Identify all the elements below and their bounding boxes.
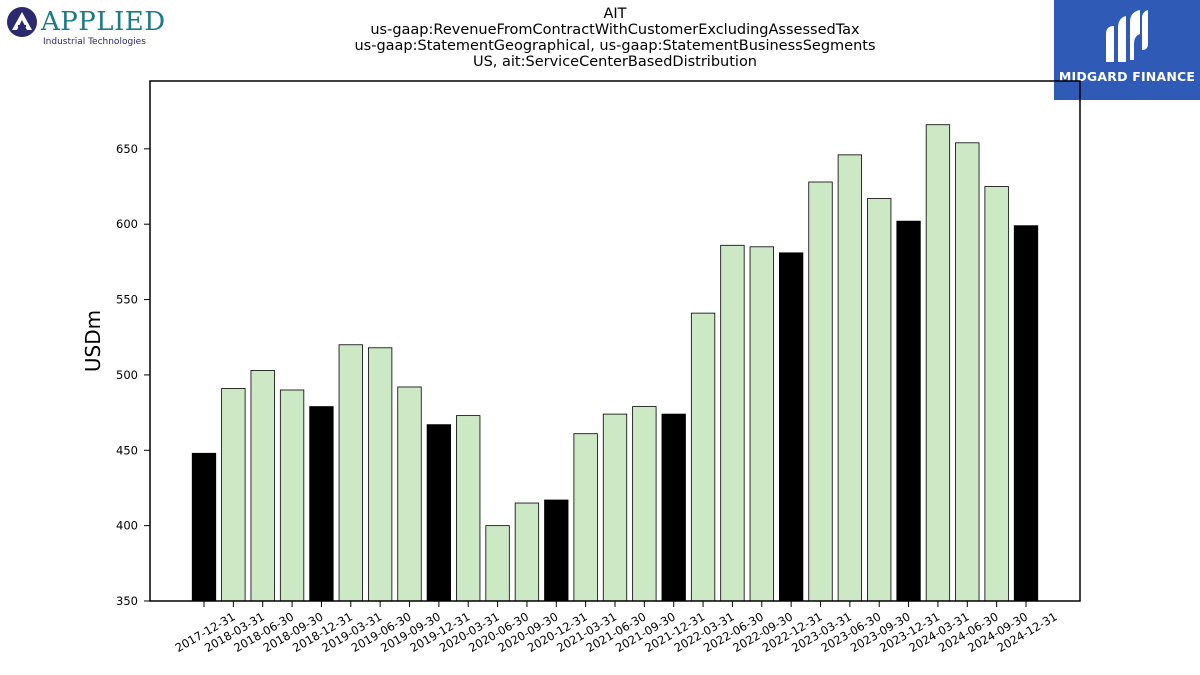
chart-title: AIT us-gaap:RevenueFromContractWithCusto… (265, 6, 965, 70)
chart-title-line: US, ait:ServiceCenterBasedDistribution (472, 54, 758, 70)
applied-logo-icon (7, 7, 37, 37)
y-axis: 350 400 450 500 550 600 650 (116, 142, 150, 608)
y-tick-label: 550 (116, 293, 138, 307)
bar (690, 312, 716, 602)
bar (309, 406, 334, 602)
bar (485, 525, 510, 602)
y-tick-label: 350 (116, 594, 138, 608)
bar (955, 142, 980, 602)
bar (632, 406, 657, 602)
bar (221, 388, 246, 602)
bar (749, 246, 774, 602)
bar (367, 347, 393, 602)
y-tick-label: 650 (116, 142, 138, 156)
bar (279, 389, 305, 602)
bar (925, 124, 951, 602)
bar (720, 244, 745, 602)
bar (602, 413, 628, 602)
chart-title-line: AIT (603, 6, 627, 22)
bar (837, 154, 863, 602)
bar (778, 252, 804, 602)
bar (544, 499, 569, 602)
bar (896, 220, 921, 602)
applied-industrial-logo: APPLIED Industrial Technologies (6, 6, 166, 50)
bar (984, 186, 1009, 602)
y-tick-label: 500 (116, 368, 138, 382)
midgard-finance-logo: MIDGARD FINANCE (1054, 0, 1200, 100)
bar (456, 415, 481, 602)
bar (867, 198, 892, 602)
applied-logo-name: APPLIED (41, 7, 166, 37)
bar (573, 433, 598, 602)
bar (808, 181, 833, 602)
applied-logo-subtitle: Industrial Technologies (43, 37, 146, 47)
chart-title-line: us-gaap:StatementGeographical, us-gaap:S… (354, 38, 876, 54)
y-axis-label: USDm (81, 310, 105, 372)
y-tick-label: 600 (116, 217, 138, 231)
bar (191, 452, 217, 602)
bar (338, 344, 363, 602)
y-tick-label: 400 (116, 519, 138, 533)
bar (426, 424, 452, 602)
midgard-logo-name: MIDGARD FINANCE (1058, 69, 1196, 84)
midgard-logo-icon (1106, 10, 1148, 62)
bar-series (191, 124, 1039, 602)
bar (1013, 225, 1039, 602)
bar (661, 413, 686, 602)
chart-title-line: us-gaap:RevenueFromContractWithCustomerE… (370, 22, 860, 38)
bar (397, 386, 422, 602)
x-axis: 2017-12-312018-03-312018-06-302018-09-30… (173, 601, 1060, 655)
y-tick-label: 450 (116, 443, 138, 457)
plot-frame (149, 80, 1081, 602)
bar (514, 502, 540, 602)
bar (250, 369, 275, 602)
